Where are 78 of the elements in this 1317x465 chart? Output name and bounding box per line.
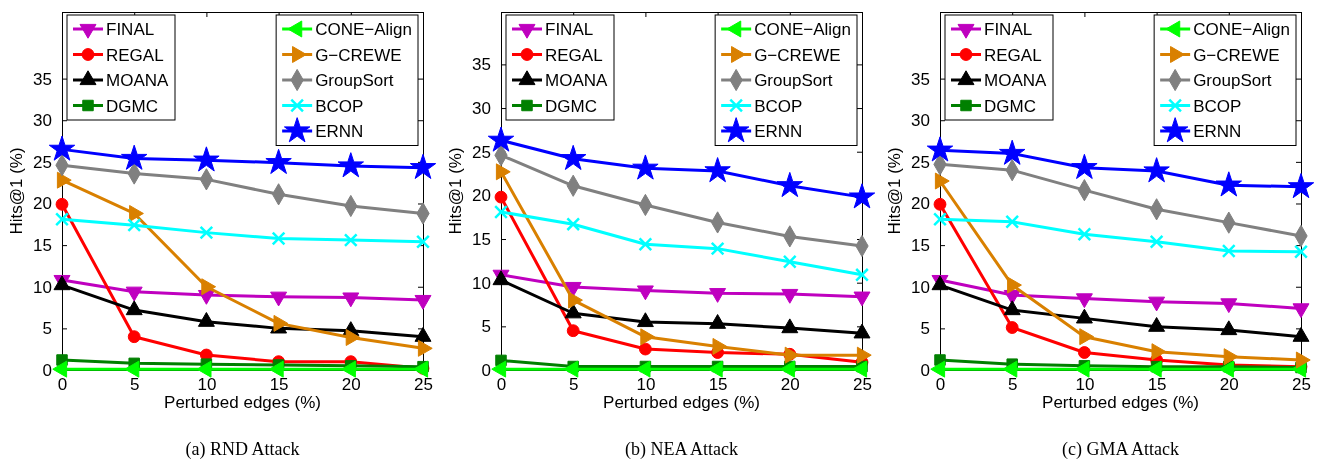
y-tick-label: 10 bbox=[472, 273, 491, 293]
legend-label: REGAL bbox=[984, 45, 1042, 65]
x-tick-label: 25 bbox=[853, 375, 872, 395]
y-tick-label: 25 bbox=[911, 152, 930, 172]
y-tick-label: 5 bbox=[42, 319, 52, 339]
y-tick-label: 15 bbox=[33, 236, 52, 256]
legend-label: FINAL bbox=[106, 20, 155, 39]
text: (c) GMA Attack bbox=[1062, 439, 1179, 460]
legend-label: G−CREWE bbox=[754, 45, 841, 65]
legend-label: ERNN bbox=[315, 122, 364, 141]
y-tick-label: 10 bbox=[911, 277, 930, 297]
y-tick-label: 25 bbox=[33, 152, 52, 172]
legend-label: MOANA bbox=[984, 71, 1047, 90]
x-tick-label: 15 bbox=[1147, 375, 1167, 395]
legend-label: GroupSort bbox=[315, 71, 394, 90]
x-tick-label: 10 bbox=[197, 375, 217, 395]
x-tick-label: 5 bbox=[1007, 375, 1018, 395]
legend-label: BCOP bbox=[1193, 96, 1242, 116]
x-tick-label: 10 bbox=[636, 375, 656, 395]
x-tick-label: 0 bbox=[57, 375, 68, 395]
x-tick-label: 25 bbox=[1292, 375, 1311, 395]
x-tick-label: 0 bbox=[496, 375, 507, 395]
y-tick-label: 15 bbox=[472, 229, 491, 249]
y-tick-label: 0 bbox=[920, 360, 930, 380]
legend-label: REGAL bbox=[106, 45, 164, 65]
legend-label: DGMC bbox=[984, 96, 1036, 116]
legend-label: DGMC bbox=[106, 96, 158, 116]
legend-label: MOANA bbox=[106, 71, 169, 90]
legend-label: CONE−Align bbox=[315, 20, 412, 39]
x-axis-title: Perturbed edges (%) bbox=[164, 393, 321, 412]
x-tick-label: 20 bbox=[1219, 375, 1239, 395]
y-tick-label: 30 bbox=[33, 111, 52, 131]
y-tick-label: 5 bbox=[920, 319, 930, 339]
text: (b) NEA Attack bbox=[625, 439, 738, 460]
y-tick-label: 20 bbox=[472, 186, 491, 206]
y-tick-label: 10 bbox=[33, 277, 52, 297]
legend-label: DGMC bbox=[545, 96, 597, 116]
x-tick-label: 15 bbox=[708, 375, 728, 395]
y-tick-label: 0 bbox=[42, 360, 52, 380]
y-tick-label: 0 bbox=[481, 360, 491, 380]
y-tick-label: 35 bbox=[911, 69, 930, 89]
legend-label: REGAL bbox=[545, 45, 603, 65]
x-tick-label: 20 bbox=[341, 375, 361, 395]
x-tick-label: 0 bbox=[935, 375, 946, 395]
x-tick-label: 15 bbox=[269, 375, 289, 395]
y-axis-title: Hits@1 (%) bbox=[885, 147, 904, 235]
x-tick-label: 25 bbox=[414, 375, 433, 395]
y-tick-label: 20 bbox=[33, 194, 52, 214]
legend-label: CONE−Align bbox=[1193, 20, 1290, 39]
y-tick-label: 30 bbox=[911, 111, 930, 131]
legend-label: ERNN bbox=[754, 122, 803, 141]
x-axis-title: Perturbed edges (%) bbox=[1042, 393, 1199, 412]
text: (a) RND Attack bbox=[185, 439, 300, 460]
legend-label: FINAL bbox=[984, 20, 1033, 39]
y-tick-label: 35 bbox=[472, 55, 491, 75]
x-tick-label: 20 bbox=[780, 375, 800, 395]
y-tick-label: 25 bbox=[472, 142, 491, 162]
legend-label: GroupSort bbox=[754, 71, 833, 90]
y-tick-label: 30 bbox=[472, 98, 491, 118]
legend-label: BCOP bbox=[315, 96, 364, 116]
legend-label: BCOP bbox=[754, 96, 803, 116]
legend-label: MOANA bbox=[545, 71, 608, 90]
legend-label: CONE−Align bbox=[754, 20, 851, 39]
y-axis-title: Hits@1 (%) bbox=[7, 147, 26, 235]
y-tick-label: 20 bbox=[911, 194, 930, 214]
legend-label: G−CREWE bbox=[315, 45, 402, 65]
legend-label: GroupSort bbox=[1193, 71, 1272, 90]
y-tick-label: 35 bbox=[33, 69, 52, 89]
y-tick-label: 5 bbox=[481, 317, 491, 337]
legend-label: ERNN bbox=[1193, 122, 1242, 141]
y-tick-label: 15 bbox=[911, 236, 930, 256]
y-axis-title: Hits@1 (%) bbox=[446, 147, 465, 235]
x-tick-label: 5 bbox=[568, 375, 579, 395]
x-axis-title: Perturbed edges (%) bbox=[603, 393, 760, 412]
legend-label: FINAL bbox=[545, 20, 594, 39]
x-tick-label: 5 bbox=[129, 375, 140, 395]
legend-label: G−CREWE bbox=[1193, 45, 1280, 65]
x-tick-label: 10 bbox=[1075, 375, 1095, 395]
